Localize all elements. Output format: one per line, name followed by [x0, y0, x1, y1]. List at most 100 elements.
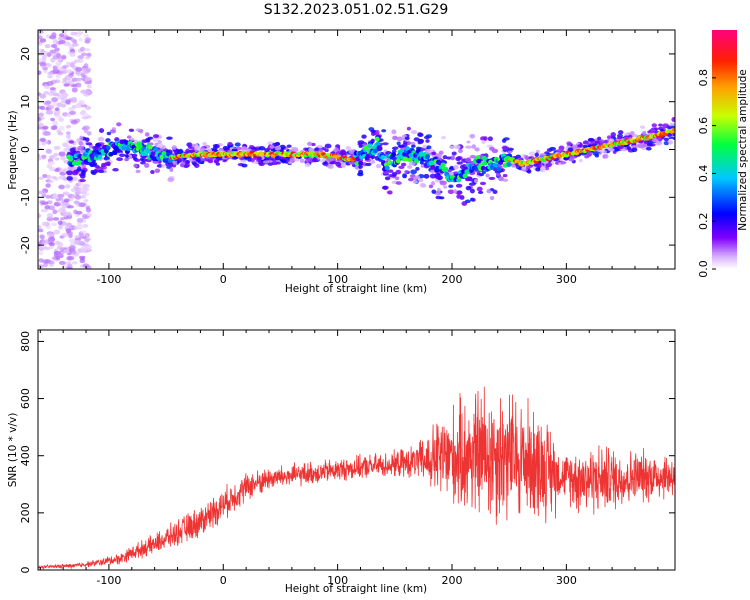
spectrogram-cell	[672, 132, 675, 137]
spectrogram-cell	[459, 164, 465, 170]
spectrogram-x-ticks: -100 0 100 200 300	[39, 30, 659, 286]
spectrogram-cell	[66, 170, 73, 176]
spectrogram-cell	[402, 173, 407, 179]
spectrogram-cell	[173, 150, 179, 155]
spectrogram-ridge-cell	[414, 158, 420, 164]
spectrogram-cell	[455, 183, 463, 188]
spectrogram-cell	[50, 222, 57, 227]
spectrogram-cell	[47, 71, 52, 76]
spectrogram-cell	[58, 151, 66, 157]
spectrogram-cell	[407, 165, 413, 169]
spectrogram-cell	[81, 52, 87, 57]
spectrogram-cell	[60, 217, 65, 221]
spectrogram-cell	[534, 152, 540, 158]
spectrogram-ridge-cell	[374, 136, 380, 142]
spectrogram-cell	[74, 186, 82, 192]
spectrogram-cell	[38, 190, 46, 195]
spectrogram-cell	[64, 184, 71, 189]
spectrogram-cell	[340, 163, 346, 168]
spectrogram-cell	[627, 146, 632, 151]
spectrogram-cell	[157, 143, 164, 149]
y-tick-label: 10	[19, 95, 32, 109]
spectrogram-ridge-cell	[97, 154, 103, 160]
spectrogram-cell	[112, 167, 119, 172]
spectrogram-cell	[57, 220, 63, 226]
spectrogram-cell	[71, 260, 78, 265]
spectrogram-cell	[488, 176, 496, 180]
spectrogram-cell	[54, 107, 60, 111]
spectrogram-cell	[374, 129, 380, 135]
spectrogram-cell	[72, 42, 79, 47]
spectrogram-cell	[480, 181, 486, 186]
spectrogram-cell	[184, 160, 191, 165]
spectrogram-cell	[194, 145, 201, 151]
spectrogram-cell	[650, 128, 656, 133]
spectrogram-ridge-cell	[112, 150, 118, 156]
spectrogram-cell	[391, 146, 399, 150]
spectrogram-cell	[508, 150, 513, 154]
spectrogram-cell	[38, 228, 44, 233]
spectrogram-cell	[540, 166, 546, 171]
spectrogram-cell	[398, 165, 405, 170]
colorbar-ticks: 0.0 0.2 0.4 0.6 0.8	[697, 69, 716, 278]
spectrogram-cell	[38, 213, 42, 219]
spectrogram-cell	[447, 169, 452, 173]
spectrogram-cell	[84, 47, 91, 52]
spectrogram-cell	[415, 175, 421, 180]
spectrogram-cell	[82, 183, 88, 188]
spectrogram-cell	[62, 212, 68, 218]
spectrogram-ridge-cell	[137, 144, 143, 149]
spectrogram-cell	[250, 158, 255, 163]
spectrogram-cell	[465, 145, 473, 149]
spectrogram-cell	[559, 158, 564, 162]
spectrogram-cell	[63, 198, 70, 203]
spectrogram-cell	[97, 136, 104, 142]
spectrogram-cell	[465, 185, 472, 191]
spectrogram-cell	[52, 65, 58, 71]
spectrogram-cell	[604, 153, 609, 159]
spectrogram-cell	[81, 213, 88, 219]
spectrogram-cell	[636, 144, 643, 148]
spectrogram-cell	[39, 234, 45, 240]
spectrogram-cell	[434, 174, 442, 180]
spectrogram-cell	[72, 166, 78, 170]
spectrogram-cell	[58, 260, 66, 265]
spectrogram-cell	[52, 217, 60, 221]
spectrogram-cell	[53, 229, 61, 235]
spectrogram-cell	[276, 161, 281, 165]
spectrogram-cell	[74, 82, 82, 88]
spectrogram-ridge-cell	[150, 151, 156, 157]
spectrogram-cell	[83, 128, 89, 134]
spectrogram-cell	[50, 117, 56, 122]
spectrogram-cell	[502, 178, 509, 182]
spectrogram-cell	[152, 137, 159, 142]
spectrogram-cell	[324, 148, 329, 153]
spectrogram-cell	[469, 133, 476, 139]
spectrogram-cell	[84, 40, 91, 44]
snr-y-label: SNR (10 * v/v)	[7, 413, 19, 488]
spectrogram-cell	[179, 163, 185, 168]
spectrogram-cell	[66, 131, 71, 136]
spectrogram-cell	[560, 161, 567, 165]
spectrogram-ridge-cell	[407, 157, 413, 163]
spectrogram-cell	[139, 128, 144, 134]
spectrogram-cell	[45, 194, 51, 199]
spectrogram-cell	[308, 157, 313, 163]
spectrogram-cell	[361, 134, 367, 139]
spectrogram-cell	[256, 155, 262, 161]
spectrogram-cell	[106, 131, 112, 136]
x-tick-label: -100	[96, 574, 121, 587]
spectrogram-cell	[52, 68, 60, 74]
spectrogram-cell	[597, 136, 602, 141]
spectrogram-cell	[442, 155, 448, 160]
spectrogram-cell	[404, 136, 410, 141]
spectrogram-cell	[70, 119, 78, 125]
spectrogram-cell	[430, 181, 436, 186]
spectrogram-cell	[80, 46, 86, 52]
spectrogram-cell	[424, 148, 431, 153]
spectrogram-cell	[53, 92, 60, 97]
spectrogram-cell	[348, 149, 356, 154]
spectrogram-cell	[407, 177, 414, 182]
spectrogram-cell	[69, 147, 76, 153]
spectrogram-cell	[289, 157, 296, 163]
